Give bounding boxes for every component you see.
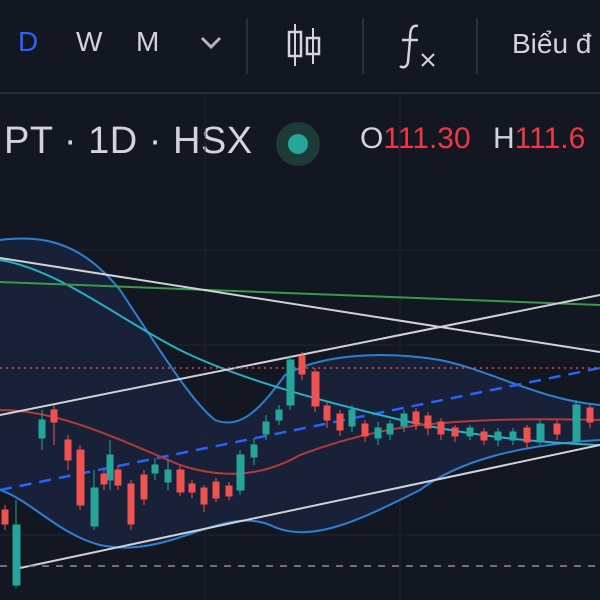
ma-long — [0, 259, 600, 446]
toolbar-divider — [362, 18, 364, 74]
ma-green — [0, 281, 600, 306]
trendline-down — [0, 257, 600, 353]
ma-short — [0, 409, 600, 475]
timeframe-week[interactable]: W — [76, 26, 103, 57]
status-dot — [288, 134, 308, 154]
candles — [1, 352, 594, 588]
market-status-indicator — [276, 122, 320, 166]
toolbar-divider — [476, 18, 478, 74]
trend-dashed-line — [0, 366, 600, 492]
chevron-down-icon[interactable] — [196, 28, 226, 58]
top-toolbar: D W M Biểu đ — [0, 0, 600, 94]
timeframe-day[interactable]: D — [18, 26, 39, 57]
candlestick-icon[interactable] — [282, 20, 326, 70]
trendline-channel-low — [19, 444, 600, 569]
toolbar-divider — [246, 18, 248, 74]
bollinger-upper — [0, 237, 600, 424]
high-label: H — [493, 122, 515, 155]
bollinger-lower — [0, 439, 600, 549]
price-chart[interactable] — [0, 94, 600, 600]
chart-type-label[interactable]: Biểu đ — [512, 28, 592, 59]
open-value: 111.30 — [383, 122, 471, 155]
ohlc-readout: O111.30 H111.6 — [360, 122, 585, 156]
high-value: 111.6 — [514, 122, 586, 155]
open-label: O — [360, 122, 384, 155]
function-icon[interactable] — [396, 18, 440, 72]
trendline-up — [0, 294, 600, 416]
timeframe-month[interactable]: M — [136, 26, 160, 57]
symbol-label[interactable]: PT · 1D · HSX — [4, 120, 253, 162]
